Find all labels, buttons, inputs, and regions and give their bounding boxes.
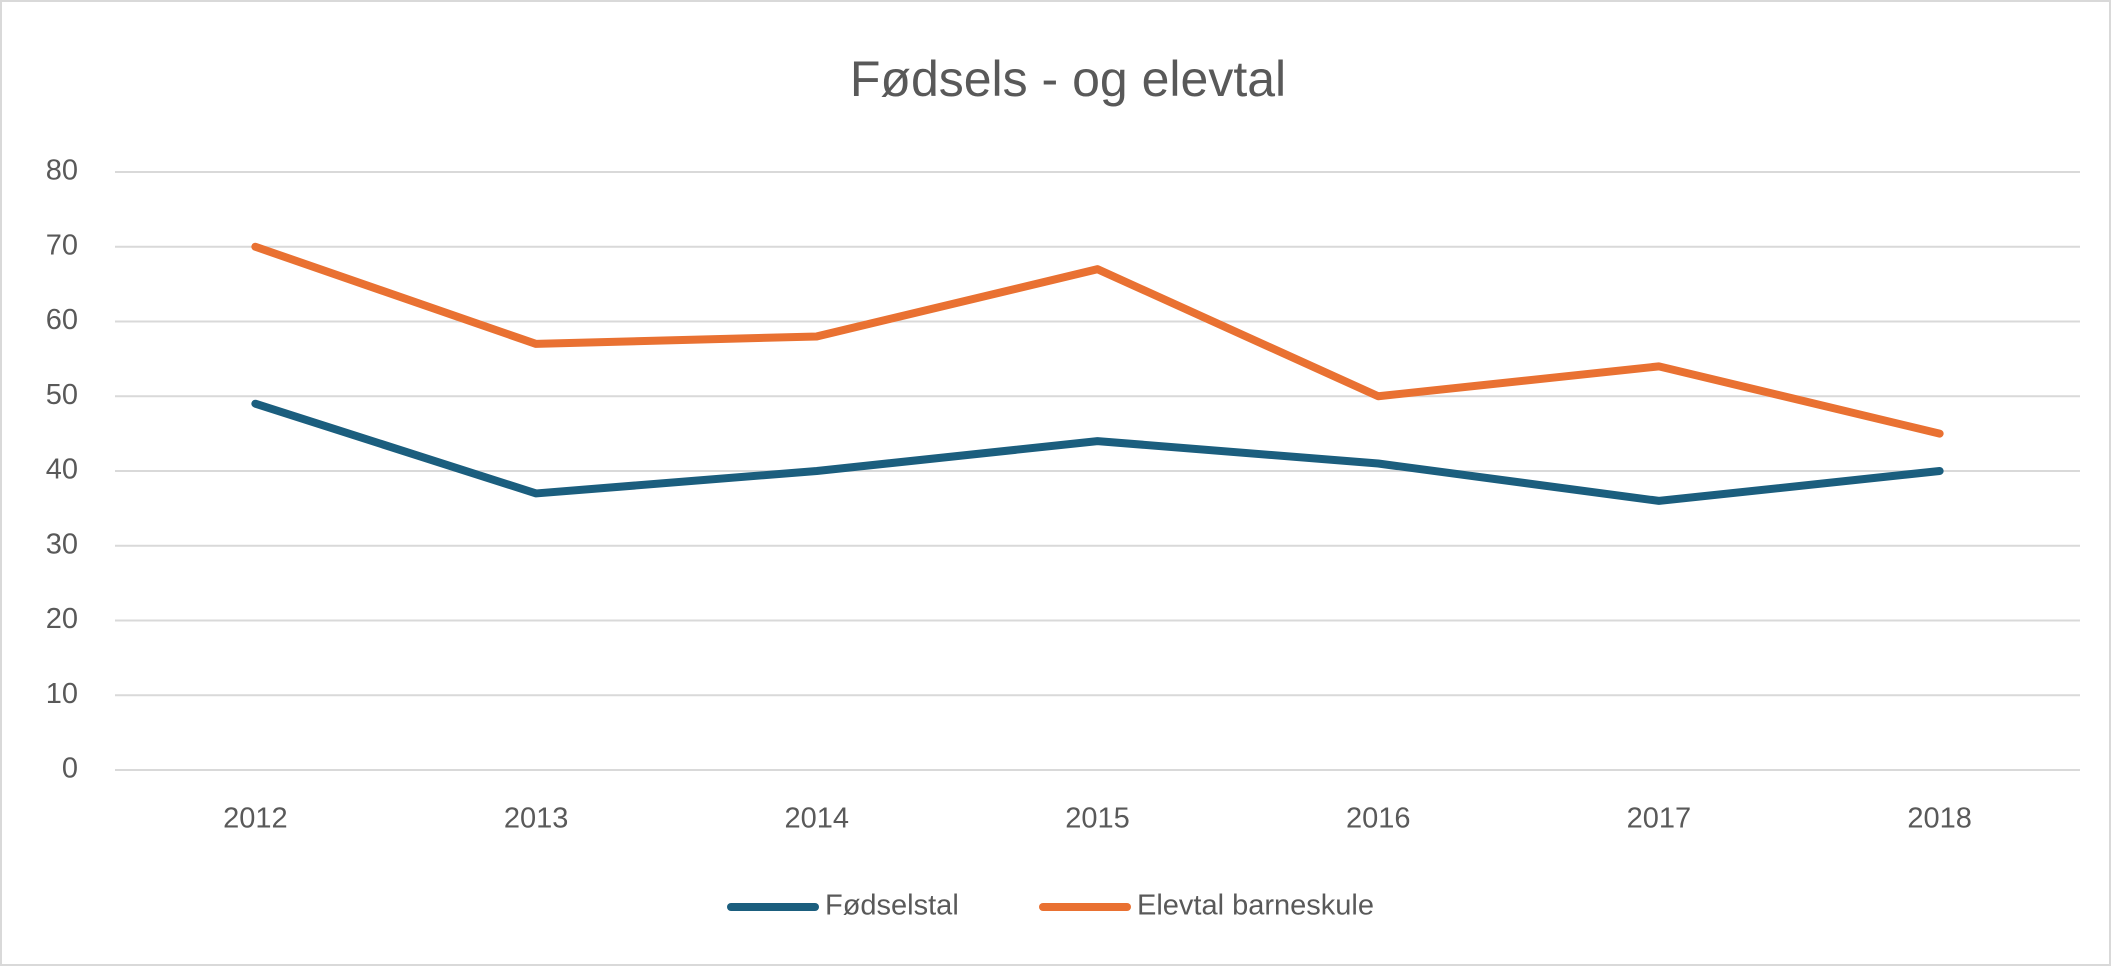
x-tick-label: 2017: [1627, 803, 1692, 835]
y-tick-label: 30: [46, 528, 78, 560]
x-tick-label: 2015: [1065, 803, 1130, 835]
series-line: [251, 399, 1944, 505]
chart-title: Fødsels - og elevtal: [850, 51, 1286, 107]
y-tick-label: 50: [46, 379, 78, 411]
y-tick-label: 20: [46, 603, 78, 635]
legend-label: Fødselstal: [825, 890, 959, 922]
y-tick-label: 70: [46, 229, 78, 261]
x-tick-label: 2016: [1346, 803, 1411, 835]
x-tick-label: 2012: [223, 803, 288, 835]
x-tick-label: 2014: [785, 803, 850, 835]
x-tick-label: 2018: [1907, 803, 1972, 835]
y-tick-label: 80: [46, 155, 78, 187]
x-tick-label: 2013: [504, 803, 569, 835]
legend-label: Elevtal barneskule: [1137, 890, 1374, 922]
y-tick-label: 40: [46, 454, 78, 486]
y-tick-label: 0: [62, 753, 78, 785]
y-tick-label: 60: [46, 304, 78, 336]
series-line: [251, 242, 1944, 438]
y-tick-label: 10: [46, 678, 78, 710]
